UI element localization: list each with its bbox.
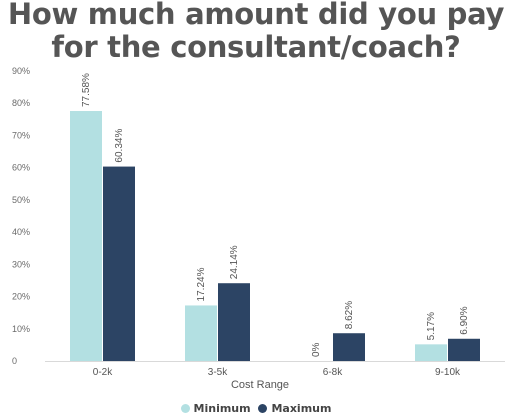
data-label: 0% <box>311 342 322 357</box>
x-axis-title: Cost Range <box>231 379 289 391</box>
bar-chart: 0 10% 20% 30% 40% 50% 60% 70% 80% 90% 0-2k 77.58% 60… <box>12 66 505 391</box>
y-tick-label: 60% <box>12 163 30 173</box>
bar-maximum <box>448 338 480 361</box>
data-label: 24.14% <box>229 245 240 279</box>
data-label: 8.62% <box>344 301 355 329</box>
legend-label-minimum: Minimum <box>193 402 251 415</box>
bar-maximum <box>218 283 250 361</box>
legend-swatch-minimum <box>180 404 190 413</box>
x-tick-label: 3-5k <box>208 367 228 378</box>
bar-minimum <box>70 111 102 362</box>
data-label: 17.24% <box>196 267 207 301</box>
y-tick-label: 0 <box>12 356 17 366</box>
x-tick-label: 6-8k <box>323 367 343 378</box>
y-tick-label: 20% <box>12 292 30 302</box>
data-label: 6.90% <box>459 306 470 334</box>
bar-maximum <box>103 166 135 361</box>
legend-label-maximum: Maximum <box>271 402 332 415</box>
y-tick-label: 70% <box>12 130 30 140</box>
legend-swatch-maximum <box>258 404 268 413</box>
x-tick-label: 9-10k <box>435 367 461 378</box>
y-tick-label: 40% <box>12 227 30 237</box>
data-label: 5.17% <box>426 312 437 340</box>
legend-item-minimum: Minimum <box>180 402 251 415</box>
data-label: 77.58% <box>81 73 92 107</box>
bar-minimum <box>415 344 447 361</box>
y-tick-label: 90% <box>12 66 30 76</box>
legend-item-maximum: Maximum <box>258 402 331 415</box>
data-label: 60.34% <box>114 129 125 163</box>
chart-title: How much amount did you pay for the cons… <box>7 0 505 64</box>
x-tick-label: 0-2k <box>93 367 113 378</box>
legend: Minimum Maximum <box>0 402 512 416</box>
y-tick-label: 30% <box>12 259 30 269</box>
y-tick-label: 80% <box>12 98 30 108</box>
y-tick-label: 10% <box>12 324 30 334</box>
bar-minimum <box>185 305 217 361</box>
bar-maximum <box>333 333 365 361</box>
y-tick-label: 50% <box>12 195 30 205</box>
